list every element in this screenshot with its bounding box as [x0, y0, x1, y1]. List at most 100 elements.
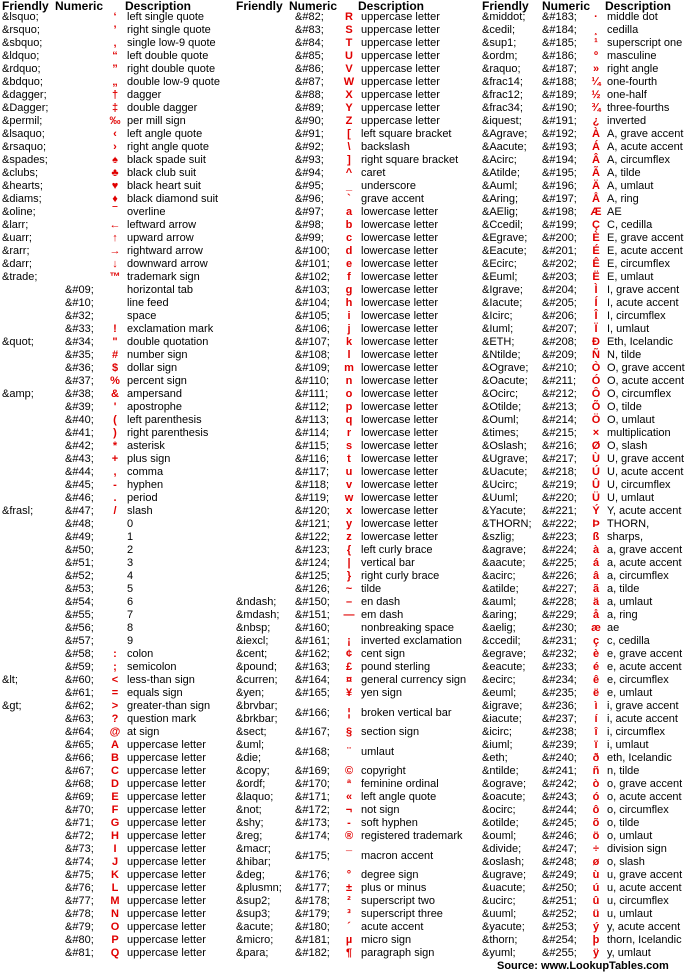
numeric-code: &#46;: [65, 492, 94, 504]
friendly-name: &middot;: [482, 11, 526, 23]
description: i, umlaut: [607, 739, 649, 751]
numeric-code: &#97;: [295, 206, 324, 218]
description: 2: [127, 544, 134, 556]
description: o, circumflex: [607, 804, 669, 816]
entity-row: &#58;: colon: [2, 648, 220, 661]
glyph: L: [111, 882, 119, 894]
friendly-name: [2, 934, 65, 947]
description: uppercase letter: [127, 778, 206, 790]
numeric-code: &#114;: [295, 427, 330, 439]
glyph: ?: [111, 713, 119, 725]
numeric-code: &#108;: [295, 349, 330, 361]
numeric-code: &#92;: [295, 141, 324, 153]
friendly-name: &acirc;: [482, 570, 516, 582]
numeric-code: &#226;: [542, 570, 577, 582]
glyph: `: [347, 193, 351, 205]
description: O, tilde: [607, 401, 642, 413]
description: u, grave accent: [607, 869, 683, 881]
glyph: Ú: [592, 466, 600, 478]
glyph: æ: [591, 622, 601, 634]
header-numeric: Numeric: [55, 0, 104, 13]
description: E, umlaut: [607, 271, 654, 283]
glyph: [105, 518, 125, 531]
glyph: [: [347, 128, 351, 140]
entity-row: &diams; ♦ black diamond suit: [2, 193, 220, 206]
entity-row: &#43; + plus sign: [2, 453, 220, 466]
description: middle dot: [607, 11, 658, 23]
entity-row: &auml; &#228; ä a, umlaut: [482, 596, 685, 609]
numeric-code: &#207;: [542, 323, 577, 335]
friendly-name: &Uuml;: [482, 492, 519, 504]
numeric-code: &#62;: [65, 700, 94, 712]
entity-row: &#105; i lowercase letter: [236, 310, 466, 323]
glyph: „: [112, 76, 118, 88]
friendly-name: &ldquo;: [2, 50, 40, 62]
numeric-code: &#160;: [295, 622, 330, 634]
entity-row: &frasl; &#47; / slash: [2, 505, 220, 518]
numeric-code: &#168;: [295, 746, 330, 758]
friendly-name: &ugrave;: [482, 869, 527, 881]
description: U, acute accent: [607, 466, 684, 478]
description: E, acute accent: [607, 245, 683, 257]
glyph: Ã: [592, 167, 600, 179]
description: right parenthesis: [127, 427, 209, 439]
glyph: Ô: [591, 388, 601, 400]
entity-row: &#44;, comma: [2, 466, 220, 479]
glyph: [105, 583, 125, 596]
glyph: ü: [592, 908, 600, 920]
glyph: C: [111, 765, 119, 777]
entity-row: &#36; $ dollar sign: [2, 362, 220, 375]
description: tilde: [361, 583, 382, 595]
glyph: ›: [113, 141, 117, 153]
entity-row: &lsquo; ‘ left single quote: [2, 11, 220, 24]
description: lowercase letter: [361, 362, 439, 374]
friendly-name: [236, 492, 295, 505]
glyph: D: [111, 778, 119, 790]
glyph: p: [345, 401, 353, 413]
numeric-code: &#216;: [542, 440, 577, 452]
entity-row: &aelig; &#230; æ ae: [482, 622, 685, 635]
numeric-code: &#199;: [542, 219, 577, 231]
entity-row: &#49; 1: [2, 531, 220, 544]
glyph: ¸: [594, 24, 598, 36]
glyph: ´: [347, 921, 351, 933]
glyph: ♦: [112, 193, 118, 205]
description: e, circumflex: [607, 674, 669, 686]
glyph: ¥: [345, 687, 353, 699]
description: broken vertical bar: [361, 707, 452, 719]
description: number sign: [127, 349, 188, 361]
numeric-code: &#83;: [295, 24, 324, 36]
description: em dash: [361, 609, 404, 621]
friendly-name: [2, 557, 65, 570]
glyph: §: [345, 726, 353, 738]
glyph: ø: [592, 856, 600, 868]
description: 5: [127, 583, 134, 595]
entity-row: &Ccedil; &#199; Ç C, cedilla: [482, 219, 685, 232]
friendly-name: [236, 557, 295, 570]
description: a, ring: [607, 609, 638, 621]
glyph: d: [345, 245, 353, 257]
friendly-name: &frac14;: [482, 76, 523, 88]
numeric-code: &#72;: [65, 830, 94, 842]
friendly-name: &not;: [236, 804, 262, 816]
numeric-code: &#44;: [65, 466, 94, 478]
entity-row: &divide; &#247; ÷ division sign: [482, 843, 685, 856]
friendly-name: &aring;: [482, 609, 517, 621]
description: space: [127, 310, 157, 322]
numeric-code: &#233;: [542, 661, 577, 673]
glyph: [105, 297, 125, 310]
entity-row: &#93;] right square bracket: [236, 154, 466, 167]
entity-row: &oacute; &#243; ó o, acute accent: [482, 791, 685, 804]
entity-row: &Icirc; &#206; Î I, circumflex: [482, 310, 685, 323]
header-numeric: Numeric: [289, 0, 338, 13]
glyph: .: [113, 492, 117, 504]
entity-row: &iexcl; &#161; ¡ inverted exclamation: [236, 635, 466, 648]
friendly-name: [2, 726, 65, 739]
glyph: –: [345, 596, 353, 608]
description: division sign: [607, 843, 667, 855]
